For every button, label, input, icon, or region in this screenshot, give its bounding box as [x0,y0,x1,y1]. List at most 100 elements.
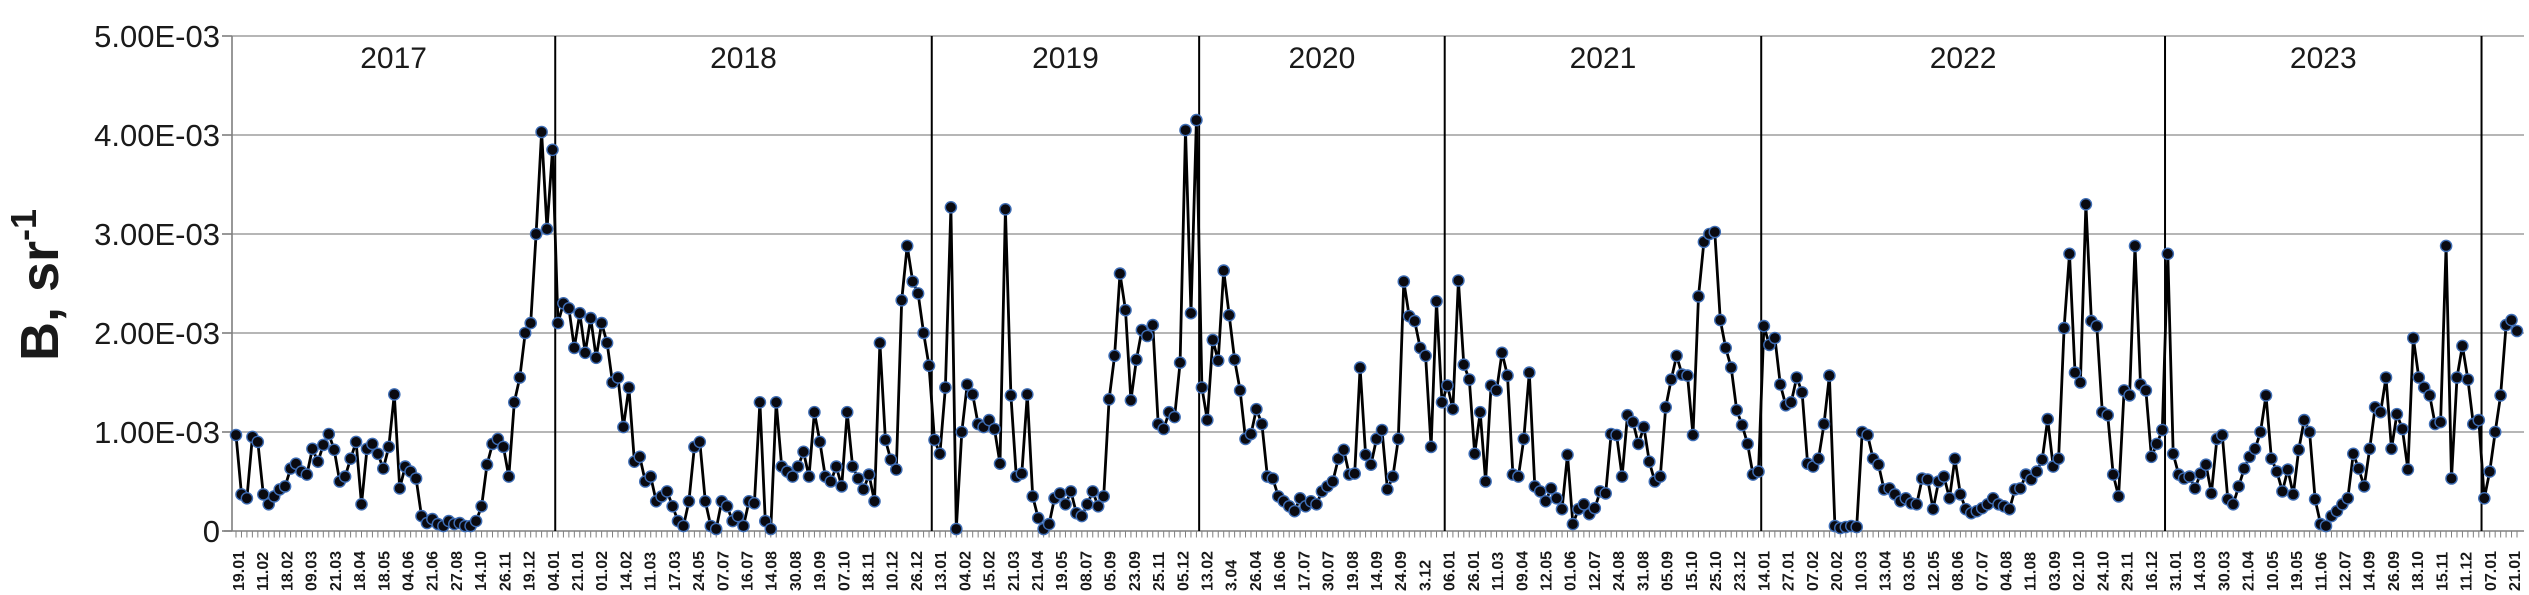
data-point [2090,319,2104,333]
data-point [2068,366,2082,379]
x-tick-label: 14.02 [618,551,635,591]
data-point [955,425,969,439]
data-point [993,457,1007,471]
data-point [589,351,603,365]
data-point [1937,470,1951,483]
x-tick-label: 11.08 [2023,552,2040,591]
data-point [1250,402,1263,416]
data-point [1201,413,1214,427]
data-point [1255,417,1269,431]
data-point [830,460,843,473]
x-tick-label: 11.02 [255,552,272,591]
data-point [1523,366,1536,379]
data-point [1348,467,1361,480]
data-point [1468,447,1481,461]
data-point [1724,361,1738,374]
x-tick-label: 20.02 [1829,551,1846,591]
data-point [1632,437,1645,451]
data-point [1157,422,1170,436]
x-tick-label: 31.08 [1635,551,1652,591]
data-point [1337,443,1351,457]
data-point [1861,428,1874,442]
data-point [2123,389,2136,402]
x-tick-label: 04.01 [546,551,563,591]
x-tick-label: 16.07 [740,551,757,591]
data-point [802,470,816,483]
data-point [1064,485,1078,498]
data-point [1544,482,1558,495]
x-tick-label: 07.01 [2483,551,2500,591]
data-point [497,440,510,454]
data-point [2477,491,2491,505]
x-tick-label: 14.08 [764,551,781,591]
data-point [1146,318,1160,332]
data-point [1244,427,1258,441]
data-point [2434,415,2447,429]
data-point [562,301,576,315]
x-tick-label: 09.04 [1514,551,1531,591]
data-point [1031,511,1045,525]
data-point [1741,437,1754,451]
data-point [1359,448,1372,462]
data-point [338,470,352,483]
data-point [2390,407,2404,421]
x-tick-label: 30.07 [1321,551,1338,591]
x-tick-label: 19.08 [1345,551,1362,591]
data-point [895,293,909,307]
data-point [1211,354,1225,368]
data-point [2363,442,2376,456]
x-tick-label: 10.12 [885,551,902,591]
year-label: 2020 [1289,42,1356,75]
data-point [1408,314,1421,328]
data-point [2352,462,2365,475]
data-point [2150,437,2164,451]
data-point [1397,275,1411,288]
data-point [1381,483,1394,496]
x-tick-label: 21.03 [1006,551,1023,591]
data-point [1588,501,1602,515]
gridlines [232,35,2524,433]
data-point [278,480,292,493]
data-point [890,463,903,476]
data-point [999,202,1012,216]
data-point [1075,509,1089,523]
data-point [753,395,767,409]
x-tick-label: 30.08 [788,551,805,591]
data-point [1823,369,1836,382]
x-tick-label: 15.10 [1684,551,1701,591]
y-tick-label: 0 [203,514,220,549]
x-tick-label: 18.05 [376,551,393,591]
data-point [1910,497,1923,511]
data-point [2003,502,2016,516]
data-point [1288,504,1301,518]
x-tick-label: 19.12 [522,551,539,591]
data-point [1124,393,1138,407]
data-point [2494,389,2507,402]
x-tick-label: 23.09 [1127,551,1144,591]
data-point [1091,499,1105,513]
data-point [1206,333,1220,347]
x-tick-label: 26.11 [497,552,514,591]
y-axis-title: B, sr-1 [3,209,70,361]
x-tick-label: 18.04 [352,551,369,591]
data-point [1042,517,1056,531]
data-point [677,519,690,533]
data-point [2265,452,2278,466]
data-point [846,460,859,473]
data-point [1654,470,1667,483]
data-point [2439,239,2453,253]
data-point [944,200,958,214]
data-point [1954,488,1967,501]
data-point [720,499,734,513]
data-point [546,143,559,157]
x-tick-label: 12.07 [1587,551,1604,591]
data-point [1021,388,1034,401]
data-point [2128,239,2142,253]
x-tick-label: 19.01 [231,551,248,591]
data-points [229,113,2524,536]
data-point [939,381,952,394]
data-point [1768,331,1782,345]
data-point [1501,369,1514,382]
data-point [1053,487,1067,500]
data-point [344,452,357,466]
